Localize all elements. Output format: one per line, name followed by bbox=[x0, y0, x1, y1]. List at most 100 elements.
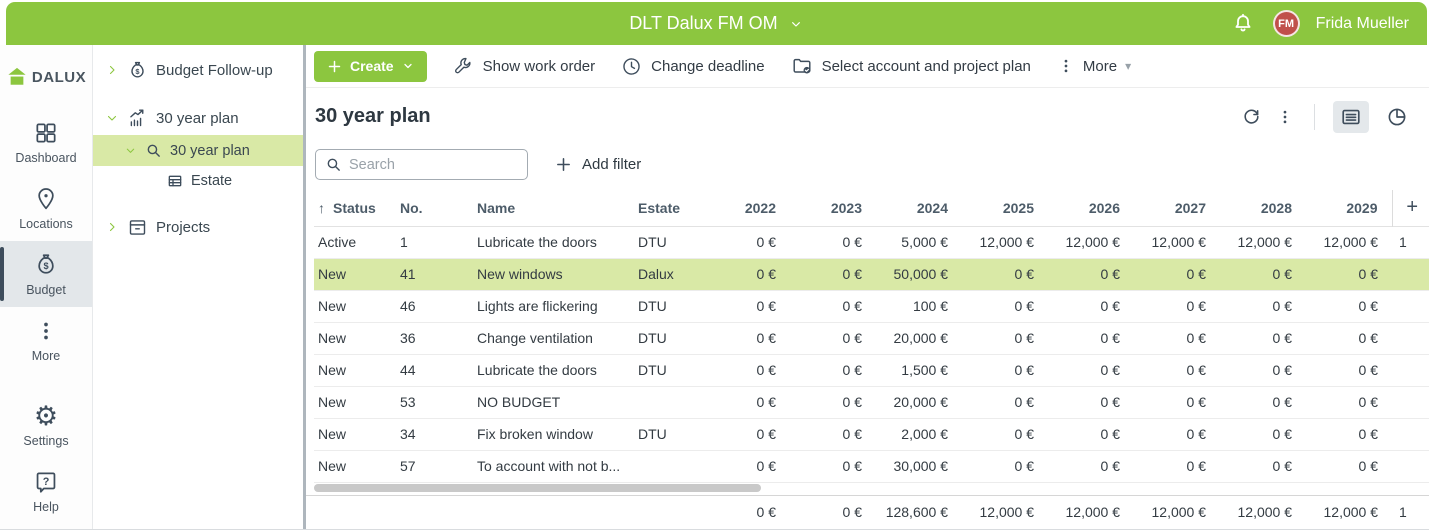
tree-item-label: Estate bbox=[191, 173, 233, 189]
cell-2029: 12,000 € bbox=[1323, 234, 1379, 250]
cell-2025: 0 € bbox=[1014, 426, 1034, 442]
search-input[interactable] bbox=[349, 156, 518, 173]
column-header-2024[interactable]: 2024 bbox=[916, 199, 948, 216]
cell-2023: 0 € bbox=[842, 394, 862, 410]
cell-2022: 0 € bbox=[756, 362, 776, 378]
cell-no: 44 bbox=[400, 362, 416, 378]
budget-table-wrap: ↑ Status No. Name Estate 2022 2023 2024 … bbox=[306, 190, 1429, 483]
sidebar-item-more[interactable]: More bbox=[0, 307, 92, 373]
sidebar-item-dashboard[interactable]: Dashboard bbox=[0, 109, 92, 175]
notifications-button[interactable] bbox=[1229, 10, 1257, 38]
cell-name: Lubricate the doors bbox=[477, 362, 597, 378]
total-2023: 0 € bbox=[842, 504, 862, 521]
sidebar-item-settings[interactable]: ⚙ Settings bbox=[0, 392, 92, 458]
cell-name: Change ventilation bbox=[477, 330, 593, 346]
cell-no: 46 bbox=[400, 298, 416, 314]
create-button[interactable]: Create bbox=[314, 50, 427, 82]
cell-2025: 0 € bbox=[1014, 362, 1034, 378]
page-options-button[interactable] bbox=[1274, 106, 1296, 128]
totals-table: 0 € 0 € 128,600 € 12,000 € 12,000 € 12,0… bbox=[314, 496, 1429, 530]
tree-item-budget-follow-up[interactable]: $ Budget Follow-up bbox=[93, 53, 303, 87]
table-row[interactable]: Active 1 Lubricate the doors DTU 0 € 0 €… bbox=[314, 226, 1429, 258]
table-body: Active 1 Lubricate the doors DTU 0 € 0 €… bbox=[314, 226, 1429, 482]
main-content: Create Show work order bbox=[306, 45, 1429, 530]
change-deadline-button[interactable]: Change deadline bbox=[621, 56, 765, 77]
column-header-2026[interactable]: 2026 bbox=[1088, 199, 1120, 216]
column-header-2029[interactable]: 2029 bbox=[1346, 199, 1378, 216]
user-name[interactable]: Frida Mueller bbox=[1315, 14, 1409, 32]
table-icon bbox=[167, 173, 183, 189]
chart-view-toggle[interactable] bbox=[1379, 101, 1415, 133]
table-row[interactable]: New 34 Fix broken window DTU 0 € 0 € 2,0… bbox=[314, 418, 1429, 450]
avatar[interactable]: FM bbox=[1272, 10, 1300, 37]
column-header-no[interactable]: No. bbox=[400, 199, 423, 216]
cell-2027: 12,000 € bbox=[1151, 234, 1207, 250]
tree-item-30-year-plan[interactable]: 30 year plan bbox=[93, 101, 303, 135]
workspace-switcher[interactable]: DLT Dalux FM OM bbox=[629, 13, 803, 34]
table-view-toggle[interactable] bbox=[1333, 100, 1369, 133]
horizontal-scrollbar-thumb[interactable] bbox=[314, 483, 761, 492]
search-icon bbox=[145, 142, 162, 159]
sidebar-item-locations[interactable]: Locations bbox=[0, 175, 92, 241]
cell-2026: 0 € bbox=[1100, 458, 1120, 474]
vertical-dots-icon bbox=[1057, 57, 1075, 75]
search-box[interactable] bbox=[315, 149, 528, 180]
column-header-2022[interactable]: 2022 bbox=[744, 199, 776, 216]
column-header-2023[interactable]: 2023 bbox=[830, 199, 862, 216]
totals-empty bbox=[396, 496, 473, 530]
topbar-right: FM Frida Mueller bbox=[1149, 10, 1409, 38]
cell-2025: 12,000 € bbox=[979, 234, 1035, 250]
refresh-button[interactable] bbox=[1239, 104, 1264, 129]
sidebar-item-help[interactable]: ? Help bbox=[0, 458, 92, 524]
panel-divider[interactable] bbox=[303, 45, 306, 529]
table-row[interactable]: New 41 New windows Dalux 0 € 0 € 50,000 … bbox=[314, 258, 1429, 290]
cell-2029: 0 € bbox=[1358, 298, 1378, 314]
column-header-status[interactable]: ↑ Status bbox=[318, 199, 376, 216]
cell-2025: 0 € bbox=[1014, 394, 1034, 410]
tree-item-30-year-plan-view[interactable]: 30 year plan bbox=[93, 135, 303, 166]
clock-icon bbox=[621, 56, 642, 77]
show-work-order-button[interactable]: Show work order bbox=[453, 56, 595, 77]
add-column-button[interactable]: + bbox=[1391, 190, 1429, 226]
column-header-2025[interactable]: 2025 bbox=[1002, 199, 1034, 216]
cell-status: New bbox=[318, 298, 347, 314]
column-header-estate[interactable]: Estate bbox=[638, 199, 681, 216]
table-row[interactable]: New 46 Lights are flickering DTU 0 € 0 €… bbox=[314, 290, 1429, 322]
cell-name: To account with not b... bbox=[477, 458, 621, 474]
sidebar-bottom: ⚙ Settings ? Help bbox=[0, 392, 92, 529]
cell-2029: 0 € bbox=[1358, 458, 1378, 474]
cell-2024: 5,000 € bbox=[901, 234, 948, 250]
cell-2024: 20,000 € bbox=[893, 394, 949, 410]
add-filter-button[interactable]: Add filter bbox=[555, 156, 641, 173]
column-header-2028[interactable]: 2028 bbox=[1260, 199, 1292, 216]
folder-check-icon bbox=[791, 55, 813, 77]
cell-status: New bbox=[318, 426, 347, 442]
total-next-year-partial: 1 bbox=[1399, 504, 1407, 521]
column-header-name[interactable]: Name bbox=[477, 199, 516, 216]
more-button[interactable]: More ▾ bbox=[1057, 57, 1131, 75]
table-row[interactable]: New 53 NO BUDGET 0 € 0 € 20,000 € 0 € 0 … bbox=[314, 386, 1429, 418]
cell-next-year-partial bbox=[1392, 322, 1429, 354]
add-filter-label: Add filter bbox=[582, 156, 642, 173]
cell-estate: DTU bbox=[638, 298, 667, 314]
dalux-logo[interactable]: DALUX bbox=[0, 55, 92, 99]
select-account-button[interactable]: Select account and project plan bbox=[791, 55, 1031, 77]
tree-item-label: 30 year plan bbox=[170, 142, 250, 159]
column-header-2027[interactable]: 2027 bbox=[1174, 199, 1206, 216]
cell-estate bbox=[634, 386, 704, 418]
table-view-icon bbox=[1340, 106, 1362, 128]
svg-text:$: $ bbox=[43, 261, 48, 271]
svg-text:?: ? bbox=[43, 476, 50, 488]
cell-status: New bbox=[318, 330, 347, 346]
change-deadline-label: Change deadline bbox=[651, 57, 765, 75]
table-row[interactable]: New 57 To account with not b... 0 € 0 € … bbox=[314, 450, 1429, 482]
tree-item-estate[interactable]: Estate bbox=[93, 166, 303, 196]
cell-2022: 0 € bbox=[756, 266, 776, 282]
tree-item-projects[interactable]: Projects bbox=[93, 210, 303, 244]
more-button-label: More bbox=[1082, 57, 1118, 75]
table-row[interactable]: New 44 Lubricate the doors DTU 0 € 0 € 1… bbox=[314, 354, 1429, 386]
sidebar-item-budget[interactable]: $ Budget bbox=[0, 241, 92, 307]
cell-2026: 12,000 € bbox=[1065, 234, 1121, 250]
cell-2022: 0 € bbox=[756, 234, 776, 250]
table-row[interactable]: New 36 Change ventilation DTU 0 € 0 € 20… bbox=[314, 322, 1429, 354]
